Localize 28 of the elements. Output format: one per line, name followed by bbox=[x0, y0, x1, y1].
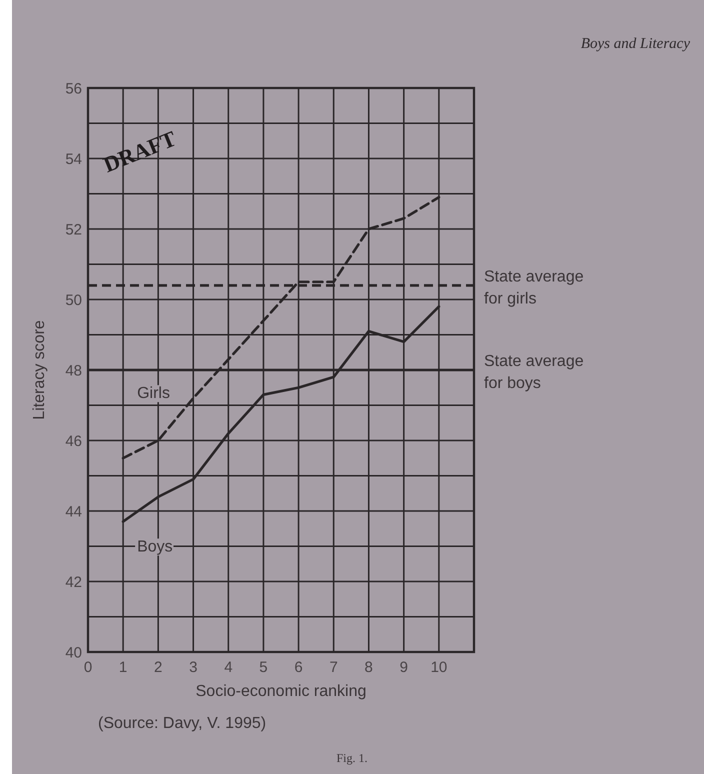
text: (Source: Davy, V. 1995) bbox=[98, 715, 266, 732]
ref-line-label: State average for girls bbox=[484, 268, 584, 308]
x-tick-label: 9 bbox=[400, 659, 408, 676]
y-tick-label: 56 bbox=[65, 80, 82, 98]
x-tick-label: 3 bbox=[189, 659, 198, 676]
x-axis-title: Socio-economic ranking bbox=[196, 683, 366, 700]
x-tick-label: 1 bbox=[118, 659, 128, 676]
x-tick-label: 2 bbox=[154, 659, 162, 676]
y-tick-label: 50 bbox=[65, 292, 82, 309]
series-label: Girls bbox=[137, 385, 170, 402]
text: Boys and Literacy bbox=[580, 36, 690, 52]
y-tick-label: 46 bbox=[65, 432, 82, 450]
x-tick-label: 5 bbox=[259, 659, 268, 676]
x-tick-label: 10 bbox=[430, 659, 448, 676]
y-tick-label: 40 bbox=[65, 644, 82, 662]
x-tick-label: 8 bbox=[364, 659, 373, 676]
y-tick-label: 54 bbox=[65, 150, 82, 168]
x-tick-label: 0 bbox=[84, 659, 92, 676]
caption: Fig. 1. bbox=[336, 751, 368, 765]
y-tick-label: 52 bbox=[65, 221, 82, 238]
ref-line-label: State average for boys bbox=[484, 353, 584, 392]
x-tick-label: 7 bbox=[329, 659, 338, 676]
y-tick-label: 48 bbox=[65, 362, 82, 380]
y-tick-label: 42 bbox=[65, 574, 82, 591]
x-tick-label: 6 bbox=[294, 659, 303, 676]
y-axis-title: Literacy score bbox=[31, 320, 48, 420]
y-tick-label: 44 bbox=[65, 503, 82, 520]
x-tick-label: 4 bbox=[224, 659, 233, 676]
